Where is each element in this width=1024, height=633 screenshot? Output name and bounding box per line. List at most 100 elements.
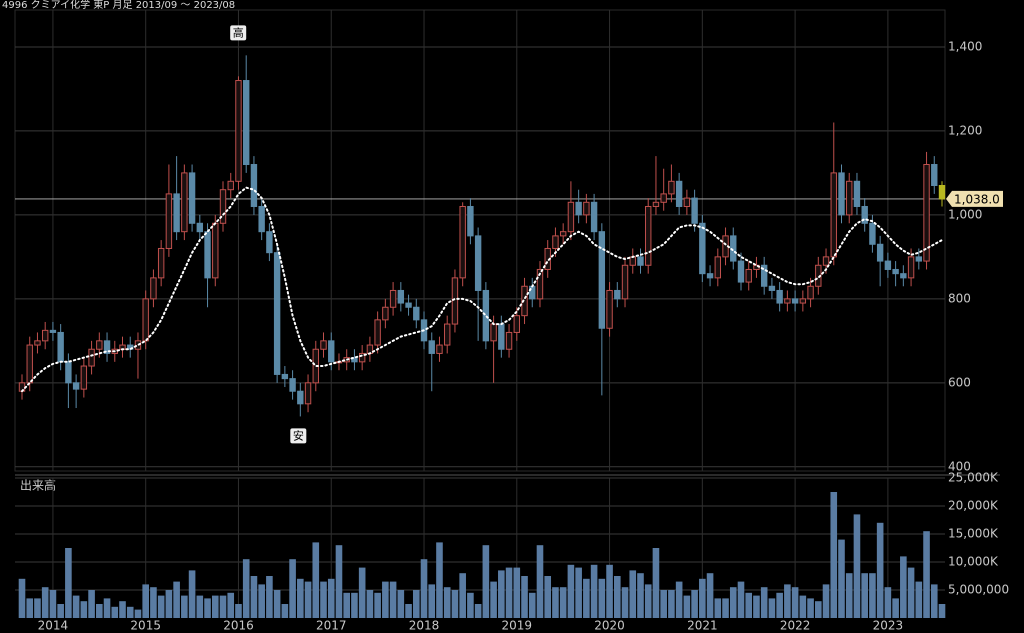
high-marker: 高 [233, 25, 244, 39]
volume-bar [258, 584, 265, 618]
volume-bar [629, 570, 637, 618]
volume-bar [907, 567, 915, 618]
candle-body [212, 222, 219, 279]
volume-tick-label: 15,000K [948, 527, 999, 541]
volume-bar [273, 590, 281, 618]
volume-bar [900, 556, 907, 618]
candle-body [351, 357, 358, 363]
volume-tick-label: 20,000K [948, 499, 999, 513]
volume-bar [119, 601, 126, 618]
volume-bar [467, 592, 474, 618]
volume-bar [521, 576, 528, 618]
candle-body [876, 243, 884, 262]
candle-body [34, 340, 41, 346]
x-tick-label: 2015 [130, 619, 161, 633]
volume-bar [884, 587, 892, 618]
volume-bar [668, 590, 675, 618]
volume-bar [490, 581, 497, 618]
volume-tick-label: 25,000K [948, 471, 999, 485]
x-tick-label: 2018 [409, 619, 440, 633]
volume-bar [88, 590, 95, 618]
volume-bar [289, 559, 296, 618]
candle-body [88, 348, 95, 367]
candle-body [760, 264, 768, 287]
y-tick-label: 400 [948, 459, 971, 473]
volume-bar [853, 514, 861, 618]
volume-bar [219, 595, 227, 618]
volume-bar [768, 598, 776, 618]
volume-bar [683, 595, 691, 618]
candle-body [869, 222, 876, 245]
volume-bar [397, 590, 405, 618]
candle-body [791, 298, 799, 304]
volume-bar [559, 587, 567, 618]
volume-bar [729, 587, 737, 618]
x-tick-label: 2023 [873, 619, 904, 633]
volume-bar [304, 581, 312, 618]
volume-bar [567, 564, 575, 618]
candle-body [413, 306, 420, 321]
volume-bar [312, 542, 320, 618]
volume-bar [436, 542, 443, 618]
candle-body [668, 180, 675, 195]
volume-bar [41, 587, 49, 618]
candle-body [776, 289, 783, 304]
candle-body [799, 298, 807, 304]
candle-body [165, 193, 173, 249]
volume-bar [211, 595, 219, 618]
volume-bar [876, 522, 884, 618]
volume-bar [459, 573, 466, 618]
candle-body [706, 273, 714, 279]
volume-bar [374, 592, 381, 618]
volume-bar [18, 578, 26, 618]
candle-body [297, 390, 304, 405]
candle-body [652, 201, 660, 207]
volume-bar [938, 604, 946, 618]
volume-bar [196, 595, 204, 618]
candle-body [451, 277, 459, 325]
volume-bar [428, 584, 436, 618]
volume-bar [930, 584, 938, 618]
volume-bar [845, 573, 853, 618]
candle-body [273, 252, 281, 375]
candle-body [289, 378, 296, 392]
volume-bar [420, 559, 428, 618]
candle-body [243, 80, 250, 166]
candle-body [96, 340, 103, 350]
volume-bar [389, 581, 397, 618]
candle-body [374, 319, 381, 346]
volume-bar [799, 595, 807, 618]
candle-body [250, 164, 258, 207]
candle-body [405, 302, 412, 308]
volume-bar [613, 576, 621, 618]
volume-bar [892, 598, 899, 618]
candle-body [521, 285, 528, 317]
volume-bar [482, 545, 490, 618]
candle-body [428, 340, 435, 354]
y-tick-label: 600 [948, 375, 971, 389]
candle-body [892, 268, 899, 275]
candle-body [490, 323, 497, 342]
y-tick-label: 1,000 [948, 207, 982, 221]
candle-body [660, 193, 667, 203]
volume-bar [157, 595, 165, 618]
candle-body [675, 180, 683, 207]
high-marker-box [230, 25, 247, 41]
candle-body [714, 256, 721, 279]
candle-body [699, 222, 706, 275]
candle-body [65, 361, 72, 384]
volume-bar [737, 581, 745, 618]
candle-body [745, 268, 752, 283]
x-tick-label: 2022 [780, 619, 811, 633]
candle-body [57, 331, 64, 363]
volume-bar [474, 604, 482, 618]
volume-bar [65, 548, 72, 618]
volume-bar [235, 604, 242, 618]
candle-body [157, 247, 165, 279]
volume-bar [838, 539, 845, 618]
candle-body [645, 205, 652, 266]
volume-bar [869, 573, 876, 618]
candle-body [26, 344, 33, 384]
volume-bar [923, 531, 930, 618]
volume-bar [327, 578, 335, 618]
